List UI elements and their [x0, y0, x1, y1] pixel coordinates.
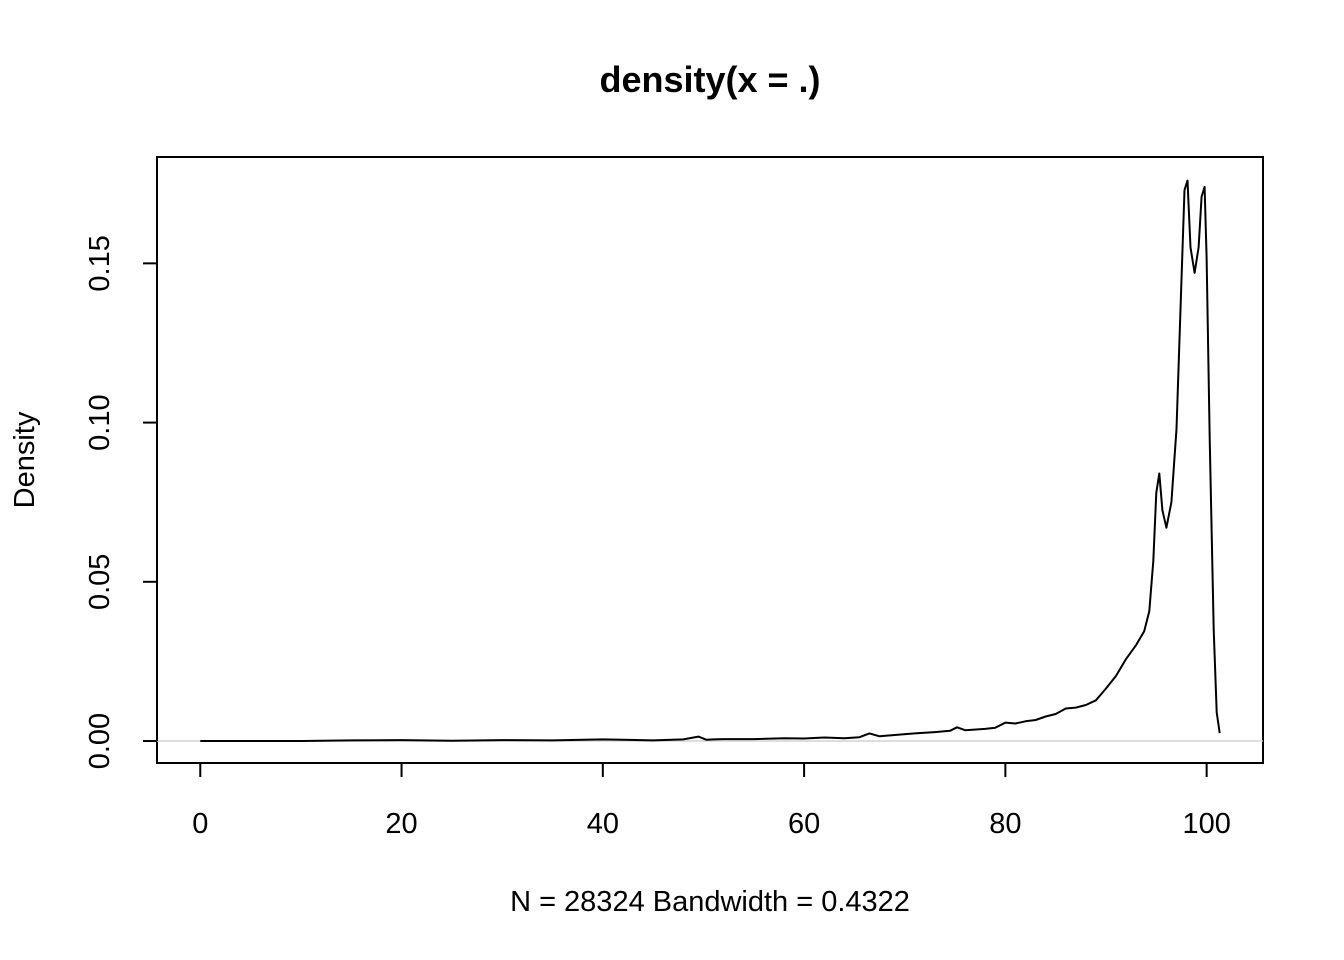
x-axis-label: N = 28324 Bandwidth = 0.4322 [510, 886, 910, 918]
x-axis: 0 20 40 60 80 100 [192, 762, 1231, 840]
x-tick-label: 80 [989, 808, 1021, 840]
x-tick-label: 100 [1182, 808, 1230, 840]
x-tick-label: 0 [192, 808, 208, 840]
x-tick-label: 20 [385, 808, 417, 840]
y-tick-label: 0.15 [84, 235, 116, 291]
y-axis: 0.00 0.05 0.10 0.15 [84, 235, 158, 769]
plot-box [156, 156, 1264, 764]
y-tick-label: 0.00 [84, 713, 116, 769]
chart-title: density(x = .) [599, 59, 820, 100]
x-tick-label: 40 [587, 808, 619, 840]
y-tick-label: 0.05 [84, 554, 116, 610]
x-tick-label: 60 [788, 808, 820, 840]
y-axis-label: Density [9, 411, 41, 508]
y-tick-label: 0.10 [84, 394, 116, 450]
density-curve [200, 179, 1221, 742]
series-layer [200, 179, 1221, 742]
